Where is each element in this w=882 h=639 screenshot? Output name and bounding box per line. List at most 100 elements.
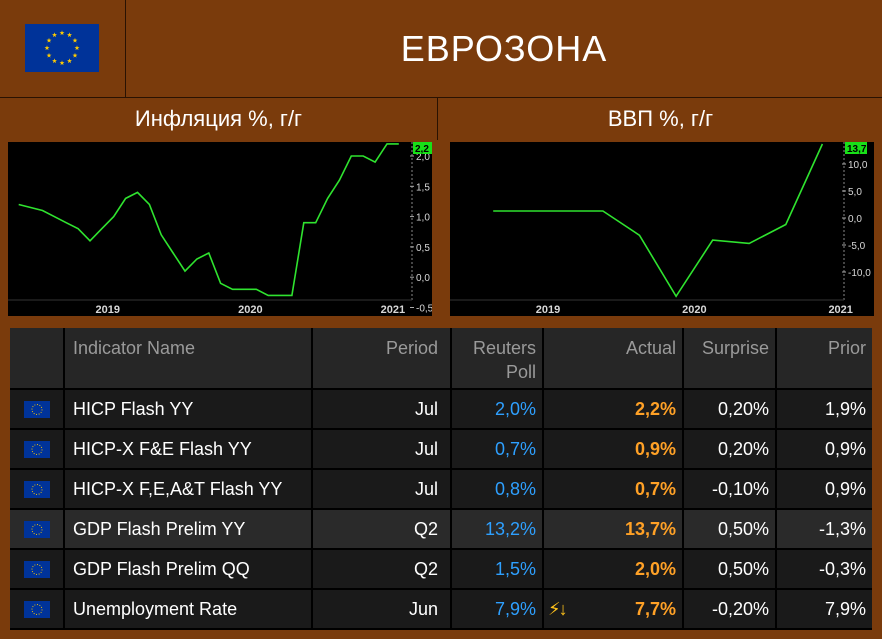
actual-value: 13,7% xyxy=(544,510,684,550)
y-tick-label: 1,0 xyxy=(416,213,430,224)
table-row[interactable]: GDP Flash Prelim YY Q2 13,2% 13,7% 0,50% -1,3… xyxy=(10,510,872,550)
table-row[interactable]: GDP Flash Prelim QQ Q2 1,5% 2,0% 0,50% -0,3% xyxy=(10,550,872,590)
flag-star xyxy=(74,45,80,51)
indicator-name: GDP Flash Prelim QQ xyxy=(65,550,313,590)
inflation-panel-title: Инфляция %, г/г xyxy=(0,98,438,140)
flag-star xyxy=(72,52,78,58)
eu-flag-icon xyxy=(23,480,50,498)
eu-flag-icon xyxy=(23,560,50,578)
gdp-chart-svg: 2019 2020 2021 10,0 5,0 0,0 -5,0 -10,0 13,7 xyxy=(450,142,871,316)
prior-value: 0,9% xyxy=(777,470,872,510)
prior-value: -1,3% xyxy=(777,510,872,550)
eu-flag-icon xyxy=(23,400,50,418)
reuters-poll-value: 1,5% xyxy=(452,550,544,590)
row-flag xyxy=(10,510,65,550)
header-period[interactable]: Period xyxy=(313,328,452,390)
y-tick-label: 1,5 xyxy=(416,182,430,193)
eu-flag-icon xyxy=(23,440,50,458)
last-value-badge xyxy=(413,142,432,154)
eu-flag-icon xyxy=(23,600,50,618)
table-header-row: Indicator Name Period Reuters Poll Actua… xyxy=(10,328,872,390)
indicator-name: HICP-X F&E Flash YY xyxy=(65,430,313,470)
reuters-poll-value: 0,8% xyxy=(452,470,544,510)
surprise-value: 0,50% xyxy=(684,510,777,550)
actual-value: 2,2% xyxy=(544,390,684,430)
header-reuters-poll[interactable]: Reuters Poll xyxy=(452,328,544,390)
flag-star xyxy=(52,32,57,38)
header-actual[interactable]: Actual xyxy=(544,328,684,390)
surprise-value: 0,50% xyxy=(684,550,777,590)
last-value-label: 2,2 xyxy=(415,144,429,155)
last-value-badge xyxy=(845,142,867,154)
gdp-panel-title: ВВП %, г/г xyxy=(607,106,714,131)
period: Jun xyxy=(313,590,452,630)
surprise-value: -0,20% xyxy=(684,590,777,630)
series-line xyxy=(493,143,824,298)
indicator-name: GDP Flash Prelim YY xyxy=(65,510,313,550)
actual-value: 0,7% xyxy=(544,470,684,510)
flag-star xyxy=(44,45,50,51)
prior-value: -0,3% xyxy=(777,550,872,590)
y-tick-label: -5,0 xyxy=(848,241,866,252)
last-value-label: 13,7 xyxy=(847,144,867,155)
x-tick-label: 2021 xyxy=(381,304,405,316)
table-row[interactable]: HICP Flash YY Jul 2,0% 2,2% 0,20% 1,9% xyxy=(10,390,872,430)
period: Jul xyxy=(313,470,452,510)
inflation-chart: 2019 2020 2021 2,0 1,5 1,0 0,5 0,0 -0,5 2,2 xyxy=(8,142,432,316)
y-tick-label: 0,5 xyxy=(416,243,430,254)
surprise-value: 0,20% xyxy=(684,430,777,470)
row-flag xyxy=(10,390,65,430)
table-row[interactable]: HICP-X F,E,A&T Flash YY Jul 0,8% 0,7% -0,10%… xyxy=(10,470,872,510)
series-line xyxy=(18,143,399,297)
y-tick-label: -0,5 xyxy=(416,304,432,315)
row-flag xyxy=(10,590,65,630)
x-tick-label: 2019 xyxy=(96,304,120,316)
x-tick-label: 2019 xyxy=(536,304,560,316)
header-indicator-name[interactable]: Indicator Name xyxy=(65,328,313,390)
indicator-name: Unemployment Rate xyxy=(65,590,313,630)
flag-star xyxy=(52,58,57,64)
header-flag-col xyxy=(10,328,65,390)
flag-star xyxy=(46,37,52,43)
y-tick-label: -10,0 xyxy=(848,268,871,279)
inflation-chart-svg: 2019 2020 2021 2,0 1,5 1,0 0,5 0,0 -0,5 2,2 xyxy=(8,142,432,316)
row-flag xyxy=(10,550,65,590)
x-tick-label: 2021 xyxy=(828,304,852,316)
period: Q2 xyxy=(313,510,452,550)
surprise-value: 0,20% xyxy=(684,390,777,430)
y-tick-label: 0,0 xyxy=(848,214,862,225)
row-flag xyxy=(10,430,65,470)
table-row[interactable]: HICP-X F&E Flash YY Jul 0,7% 0,9% 0,20% 0,9% xyxy=(10,430,872,470)
indicator-name: HICP Flash YY xyxy=(65,390,313,430)
actual-value: 2,0% xyxy=(544,550,684,590)
x-tick-label: 2020 xyxy=(238,304,262,316)
page-title: ЕВРОЗОНА xyxy=(400,28,608,69)
indicator-name: HICP-X F,E,A&T Flash YY xyxy=(65,470,313,510)
flag-star xyxy=(67,58,72,64)
period: Q2 xyxy=(313,550,452,590)
actual-value: ⚡↓ 7,7% xyxy=(544,590,684,630)
table-row[interactable]: Unemployment Rate Jun 7,9% ⚡↓ 7,7% -0,20% 7,9% xyxy=(10,590,872,630)
row-flag xyxy=(10,470,65,510)
header: ЕВРОЗОНА xyxy=(0,0,882,98)
y-tick-label: 0,0 xyxy=(416,273,430,284)
flag-star xyxy=(72,37,78,43)
surprise-value: -0,10% xyxy=(684,470,777,510)
eu-flag-icon xyxy=(25,24,99,72)
flag-star xyxy=(46,52,52,58)
prior-value: 7,9% xyxy=(777,590,872,630)
indicator-table: Indicator Name Period Reuters Poll Actua… xyxy=(10,328,872,630)
y-tick-label: 2,0 xyxy=(416,152,430,163)
flag-star xyxy=(59,30,65,36)
reuters-poll-value: 7,9% xyxy=(452,590,544,630)
reuters-poll-value: 0,7% xyxy=(452,430,544,470)
header-surprise[interactable]: Surprise xyxy=(684,328,777,390)
prior-value: 1,9% xyxy=(777,390,872,430)
flash-alert-icon: ⚡↓ xyxy=(548,598,568,619)
period: Jul xyxy=(313,430,452,470)
flag-star xyxy=(59,60,65,66)
x-tick-label: 2020 xyxy=(682,304,706,316)
eu-flag-icon xyxy=(23,520,50,538)
header-prior[interactable]: Prior xyxy=(777,328,872,390)
gdp-chart: 2019 2020 2021 10,0 5,0 0,0 -5,0 -10,0 13,7 xyxy=(450,142,874,316)
